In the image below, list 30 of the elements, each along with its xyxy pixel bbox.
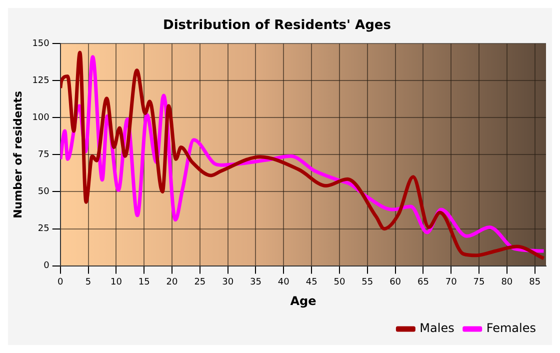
x-tick-label: 85 <box>529 278 541 288</box>
x-tick-label: 60 <box>390 278 402 288</box>
x-tick-label: 65 <box>417 278 429 288</box>
x-tick-label: 80 <box>501 278 513 288</box>
x-tick-label: 40 <box>278 278 290 288</box>
x-tick-label: 15 <box>138 278 150 288</box>
x-tick-label: 55 <box>362 278 374 288</box>
x-tick-label: 50 <box>334 278 346 288</box>
y-tick-label: 25 <box>38 224 50 234</box>
x-tick-label: 70 <box>445 278 458 288</box>
y-tick-label: 150 <box>32 38 50 49</box>
x-tick-label: 75 <box>473 278 485 288</box>
x-tick-label: 20 <box>166 278 178 288</box>
x-axis-title: Age <box>290 294 316 308</box>
x-tick-label: 10 <box>110 278 122 288</box>
x-tick-label: 30 <box>222 278 234 288</box>
x-tick-label: 35 <box>250 278 262 288</box>
y-tick-label: 0 <box>44 261 50 272</box>
x-tick-label: 45 <box>306 278 318 288</box>
x-tick-label: 0 <box>58 278 64 288</box>
y-tick-label: 100 <box>32 113 50 124</box>
x-tick-label: 5 <box>85 278 92 288</box>
legend-label: Females <box>486 321 536 336</box>
y-tick-label: 50 <box>38 187 50 198</box>
y-axis-title: Number of residents <box>11 90 24 218</box>
y-tick-label: 125 <box>32 76 50 86</box>
legend-label: Males <box>420 321 454 336</box>
y-tick-label: 75 <box>38 150 50 160</box>
chart-title: Distribution of Residents' Ages <box>163 18 392 34</box>
x-tick-label: 25 <box>194 278 206 288</box>
